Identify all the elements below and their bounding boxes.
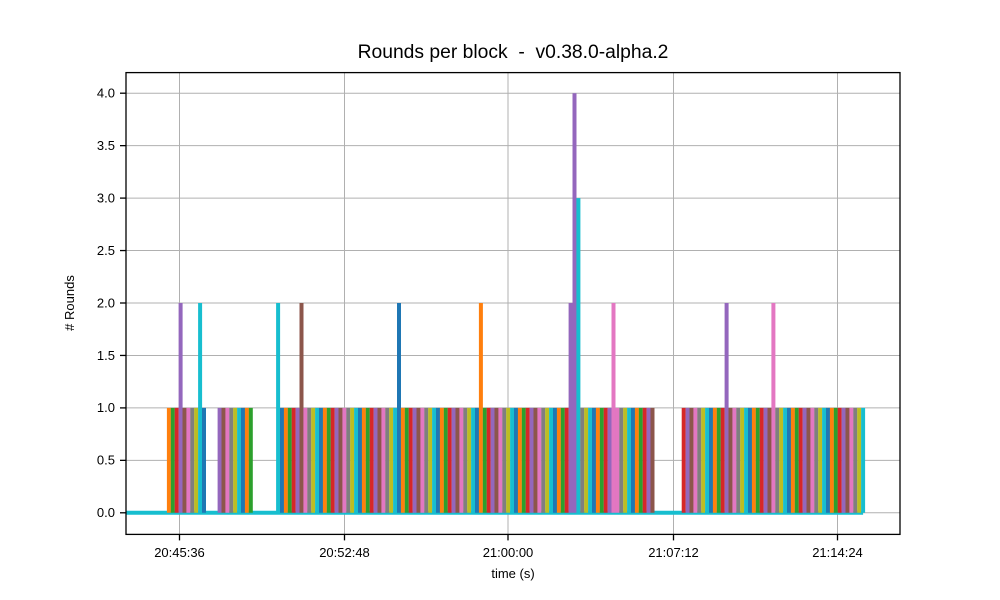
svg-text:20:45:36: 20:45:36	[154, 545, 205, 560]
svg-text:Rounds per block - v0.38.0-a: Rounds per block - v0.38.0-alpha.2	[358, 42, 669, 63]
svg-text:4.0: 4.0	[97, 86, 115, 101]
svg-text:21:14:24: 21:14:24	[812, 545, 863, 560]
svg-text:# Rounds: # Rounds	[62, 275, 77, 331]
svg-text:1.0: 1.0	[97, 400, 115, 415]
svg-text:21:00:00: 21:00:00	[483, 545, 534, 560]
svg-text:3.5: 3.5	[97, 138, 115, 153]
svg-text:1.5: 1.5	[97, 348, 115, 363]
svg-text:2.5: 2.5	[97, 243, 115, 258]
svg-text:2.0: 2.0	[97, 295, 115, 310]
svg-text:3.0: 3.0	[97, 190, 115, 205]
svg-text:20:52:48: 20:52:48	[319, 545, 370, 560]
svg-text:0.5: 0.5	[97, 453, 115, 468]
svg-text:time (s): time (s)	[491, 566, 534, 581]
svg-text:21:07:12: 21:07:12	[648, 545, 699, 560]
svg-text:0.0: 0.0	[97, 505, 115, 520]
